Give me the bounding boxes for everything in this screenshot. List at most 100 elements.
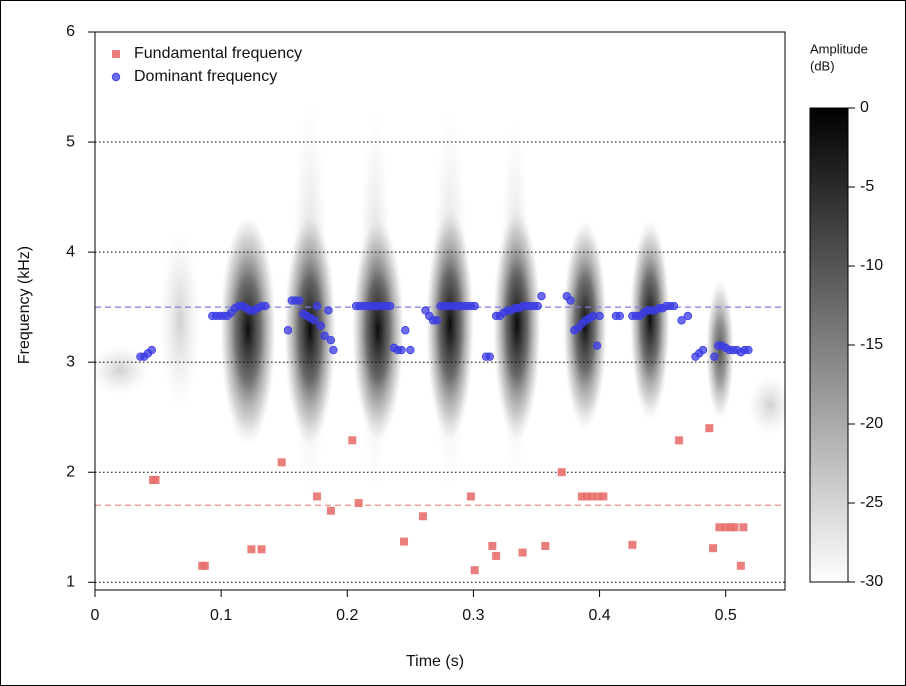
data-point	[599, 492, 608, 501]
data-point	[710, 352, 719, 361]
spectrogram-blob	[426, 210, 474, 440]
data-point	[295, 296, 304, 305]
data-point	[566, 296, 575, 305]
data-point	[324, 306, 333, 315]
data-point	[485, 352, 495, 361]
colorbar-tick-label: 0	[860, 99, 869, 116]
data-point	[533, 301, 542, 311]
data-point	[594, 492, 603, 501]
x-tick-label: 0.5	[715, 607, 737, 624]
data-point	[492, 551, 501, 560]
legend-label: Dominant frequency	[134, 68, 277, 85]
data-point	[683, 311, 693, 321]
data-point	[470, 301, 479, 311]
x-tick-label: 0	[91, 607, 100, 624]
data-point	[385, 301, 395, 311]
data-point	[744, 345, 753, 355]
data-point	[313, 492, 322, 501]
data-point	[615, 311, 624, 321]
data-point	[277, 458, 286, 467]
y-tick-label: 1	[66, 574, 75, 591]
colorbar-tick-label: -20	[860, 415, 883, 432]
legend-label: Fundamental frequency	[134, 45, 302, 62]
data-point	[397, 345, 406, 355]
data-point	[151, 475, 160, 484]
data-point	[541, 541, 550, 550]
data-point	[698, 345, 708, 355]
data-point	[326, 506, 335, 515]
data-point	[310, 316, 319, 325]
data-point	[537, 291, 546, 301]
data-point	[739, 523, 748, 532]
data-point	[329, 345, 338, 355]
data-point	[592, 341, 602, 350]
spectrogram-blob	[95, 345, 150, 395]
data-point	[470, 566, 479, 575]
colorbar	[809, 107, 849, 583]
data-point	[588, 492, 597, 501]
data-point	[582, 492, 591, 501]
data-point	[730, 523, 739, 532]
colorbar-tick-label: -25	[860, 494, 883, 511]
x-tick-label: 0.4	[588, 607, 610, 624]
spectrogram-blob	[160, 230, 200, 410]
data-point	[261, 301, 270, 311]
colorbar-tick-label: -30	[860, 573, 883, 590]
data-point	[326, 335, 336, 345]
data-point	[257, 545, 266, 554]
data-point	[320, 331, 329, 340]
data-point	[312, 301, 322, 311]
data-point	[595, 311, 604, 321]
data-point	[401, 326, 410, 335]
data-point	[283, 326, 293, 335]
data-point	[669, 301, 679, 311]
data-point	[705, 424, 714, 433]
spectrogram-blob	[220, 215, 276, 445]
spectrogram-blob	[352, 220, 404, 440]
data-point	[247, 545, 256, 554]
x-tick-label: 0.2	[336, 607, 358, 624]
y-axis-label: Frequency (kHz)	[16, 246, 33, 364]
spectrogram-blob	[493, 210, 541, 440]
y-tick-label: 3	[66, 353, 75, 370]
legend-marker	[112, 50, 120, 58]
data-point	[715, 523, 724, 532]
data-point	[400, 537, 409, 546]
colorbar-tick-label: -5	[860, 178, 874, 195]
data-point	[518, 548, 527, 557]
plot-frame	[94, 31, 786, 591]
data-point	[348, 436, 357, 445]
data-point	[721, 523, 730, 532]
y-tick-label: 2	[66, 463, 75, 480]
spectrogram-blob	[748, 375, 785, 435]
colorbar-title: Amplitude	[810, 41, 868, 56]
data-point	[200, 561, 209, 570]
y-tick-label: 6	[66, 23, 75, 40]
data-point	[488, 541, 497, 550]
spectrogram-blob	[630, 220, 670, 420]
data-point	[709, 544, 718, 553]
data-point	[628, 540, 637, 549]
data-point	[557, 468, 566, 477]
spectrogram-blob	[706, 280, 734, 420]
data-point	[418, 512, 427, 521]
x-axis-label: Time (s)	[406, 653, 464, 670]
data-point	[577, 492, 586, 501]
spectrogram-blob	[284, 215, 336, 445]
y-tick-label: 4	[66, 243, 75, 260]
x-tick-label: 0.1	[210, 607, 232, 624]
data-point	[736, 561, 745, 570]
colorbar-tick-label: -10	[860, 257, 883, 274]
data-point	[677, 316, 686, 325]
y-tick-label: 5	[66, 133, 75, 150]
data-point	[466, 492, 475, 501]
data-point	[406, 345, 415, 355]
data-point	[147, 345, 156, 355]
data-point	[316, 321, 325, 331]
colorbar-title: (dB)	[810, 58, 835, 73]
data-point	[675, 436, 684, 445]
x-tick-label: 0.3	[462, 607, 484, 624]
data-point	[354, 499, 363, 508]
data-point	[432, 316, 442, 325]
